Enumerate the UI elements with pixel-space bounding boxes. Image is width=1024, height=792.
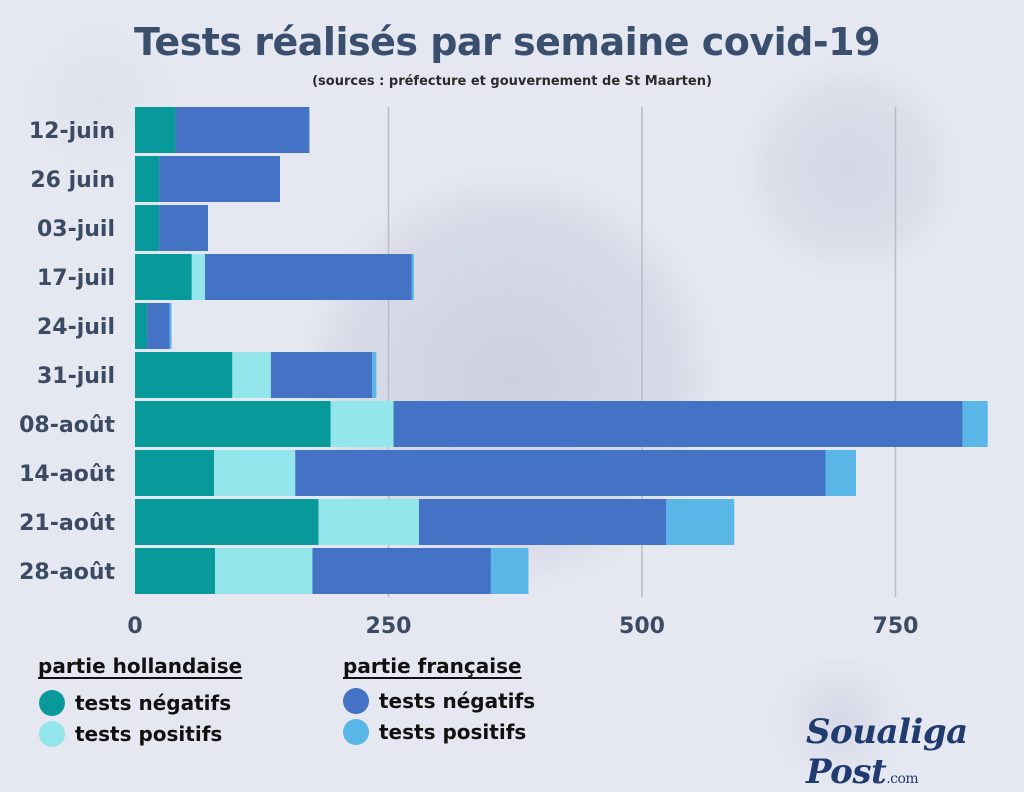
bar-segment-dutch-negative [135,352,233,398]
legend-label-french-negative: tests négatifs [379,689,536,713]
legend-french-positive: tests positifs [343,719,526,745]
legend-label-french-positive: tests positifs [379,720,527,744]
bar-segment-dutch-negative [135,450,215,496]
y-category-label: 03-juil [37,217,115,242]
legend-heading-french: partie française [343,654,522,678]
legend-swatch-french-negative [343,688,369,714]
virus-background-shape [760,660,920,780]
bar-segment-dutch-negative [135,205,160,251]
y-category-label: 08-août [19,413,115,438]
bar-segment-french-positive [666,499,735,545]
bar-segment-dutch-positive [215,548,313,594]
legend-dutch-positive: tests positifs [39,721,222,747]
y-category-label: 21-août [19,511,115,536]
bar-segment-dutch-negative [135,548,216,594]
legend-dutch-negative: tests négatifs [39,690,231,716]
legend-swatch-dutch-positive [39,721,65,747]
bar-segment-french-negative [175,107,310,153]
bar-segment-dutch-positive [232,352,271,398]
bar-segment-dutch-positive [191,254,205,300]
legend-heading-dutch: partie hollandaise [38,654,243,678]
virus-background-shape [20,20,180,180]
logo-suffix: .com [886,771,919,787]
x-tick-label-250: 250 [366,614,412,639]
x-tick-label-500: 500 [619,614,665,639]
virus-background-shape [740,60,960,280]
bar-segment-french-positive [962,401,988,447]
bar-segment-french-negative [159,156,281,202]
chart-title: Tests réalisés par semaine covid-19 [133,20,881,64]
bar-segment-dutch-positive [318,499,419,545]
bar-segment-french-negative [312,548,491,594]
bar-segment-french-positive [825,450,856,496]
legend-french-negative: tests négatifs [343,688,535,714]
bar-segment-french-negative [418,499,667,545]
bar-segment-dutch-negative [135,156,160,202]
bar-segment-french-positive [372,352,377,398]
bar-segment-french-negative [270,352,373,398]
y-category-label: 17-juil [37,266,115,291]
bar-segment-dutch-positive [330,401,394,447]
bar-segment-french-positive [411,254,414,300]
legend-swatch-french-positive [343,719,369,745]
legend-label-dutch-positive: tests positifs [75,722,223,746]
y-category-label: 24-juil [37,315,115,340]
bar-segment-french-negative [204,254,412,300]
bar-segment-dutch-negative [135,107,176,153]
bar-segment-french-negative [295,450,826,496]
y-category-label: 26 juin [30,168,115,193]
bar-segment-french-positive [169,303,172,349]
soualiga-post-logo: Soualiga Post.com [806,712,1024,792]
bar-segment-french-negative [159,205,209,251]
legend-swatch-dutch-negative [39,690,65,716]
bar-segment-french-negative [393,401,963,447]
y-category-label: 12-juin [29,119,115,144]
y-category-label: 14-août [19,462,115,487]
stacked-bar-chart: 0 250 500 750 12-juin 26 juin 03-juil 17-juil 24… [19,107,988,639]
bar-segment-french-positive [490,548,529,594]
x-tick-label-0: 0 [127,614,142,639]
bar-segment-dutch-negative [135,499,319,545]
bar-segment-dutch-positive [214,450,296,496]
bar-segment-french-negative [147,303,170,349]
bar-segment-dutch-negative [135,254,192,300]
chart-subtitle: (sources : préfecture et gouvernement de… [312,74,712,89]
bar-segment-dutch-negative [135,303,148,349]
y-category-label: 28-août [19,560,115,585]
y-category-label: 31-juil [37,364,115,389]
bar-segment-dutch-negative [135,401,331,447]
x-tick-label-750: 750 [873,614,919,639]
legend-label-dutch-negative: tests négatifs [75,691,232,715]
